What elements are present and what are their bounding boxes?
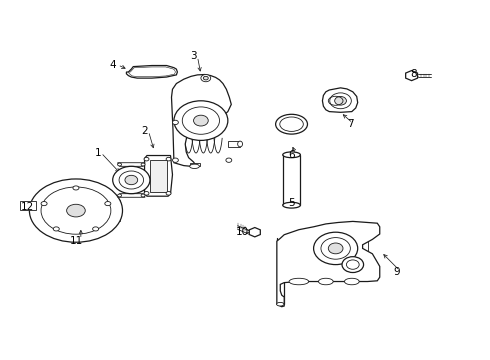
Circle shape (194, 115, 208, 126)
Circle shape (119, 171, 144, 189)
Polygon shape (145, 156, 172, 196)
Polygon shape (249, 228, 260, 237)
Circle shape (172, 158, 178, 162)
Polygon shape (172, 75, 231, 166)
Circle shape (166, 192, 171, 195)
Text: 1: 1 (95, 148, 101, 158)
Text: 12: 12 (20, 202, 34, 212)
Circle shape (335, 96, 346, 105)
Polygon shape (406, 71, 417, 81)
Ellipse shape (238, 141, 243, 147)
Circle shape (144, 157, 149, 161)
Polygon shape (118, 194, 145, 197)
Ellipse shape (289, 278, 309, 285)
Ellipse shape (93, 227, 98, 231)
Circle shape (342, 257, 364, 273)
Text: 2: 2 (141, 126, 148, 136)
Circle shape (203, 76, 208, 80)
Circle shape (166, 157, 171, 161)
Circle shape (182, 107, 220, 134)
Circle shape (328, 243, 343, 254)
Ellipse shape (53, 227, 59, 231)
Circle shape (141, 163, 145, 166)
Circle shape (346, 260, 359, 269)
Ellipse shape (276, 302, 284, 306)
Ellipse shape (190, 164, 199, 168)
Ellipse shape (275, 114, 308, 134)
Text: 8: 8 (411, 69, 417, 79)
Polygon shape (150, 160, 167, 192)
Polygon shape (322, 88, 358, 112)
Circle shape (113, 166, 150, 194)
FancyBboxPatch shape (20, 201, 36, 210)
Circle shape (144, 192, 149, 195)
Circle shape (314, 232, 358, 265)
Circle shape (125, 175, 138, 185)
Ellipse shape (280, 117, 303, 131)
Circle shape (174, 101, 228, 140)
Ellipse shape (67, 204, 85, 217)
Polygon shape (118, 163, 145, 166)
Ellipse shape (73, 186, 79, 190)
Text: 7: 7 (347, 119, 354, 129)
Circle shape (172, 120, 178, 125)
Circle shape (118, 163, 122, 166)
Circle shape (226, 158, 232, 162)
Ellipse shape (41, 187, 111, 234)
Ellipse shape (283, 202, 300, 208)
Polygon shape (190, 163, 200, 166)
Ellipse shape (318, 278, 333, 285)
Circle shape (141, 194, 145, 197)
Text: 10: 10 (236, 227, 249, 237)
Ellipse shape (105, 202, 111, 206)
Circle shape (321, 238, 350, 259)
Ellipse shape (283, 152, 300, 158)
Polygon shape (126, 66, 177, 78)
Ellipse shape (344, 278, 359, 285)
Text: 11: 11 (69, 236, 83, 246)
Circle shape (118, 194, 122, 197)
Ellipse shape (41, 202, 47, 206)
Ellipse shape (29, 179, 122, 242)
Polygon shape (228, 141, 240, 147)
Text: 5: 5 (288, 198, 295, 208)
Text: 4: 4 (109, 60, 116, 70)
Polygon shape (277, 221, 380, 307)
Circle shape (201, 75, 211, 82)
Text: 9: 9 (393, 267, 400, 277)
Text: 3: 3 (190, 51, 197, 61)
Circle shape (330, 93, 351, 109)
Polygon shape (283, 155, 300, 205)
Text: 6: 6 (288, 150, 295, 160)
